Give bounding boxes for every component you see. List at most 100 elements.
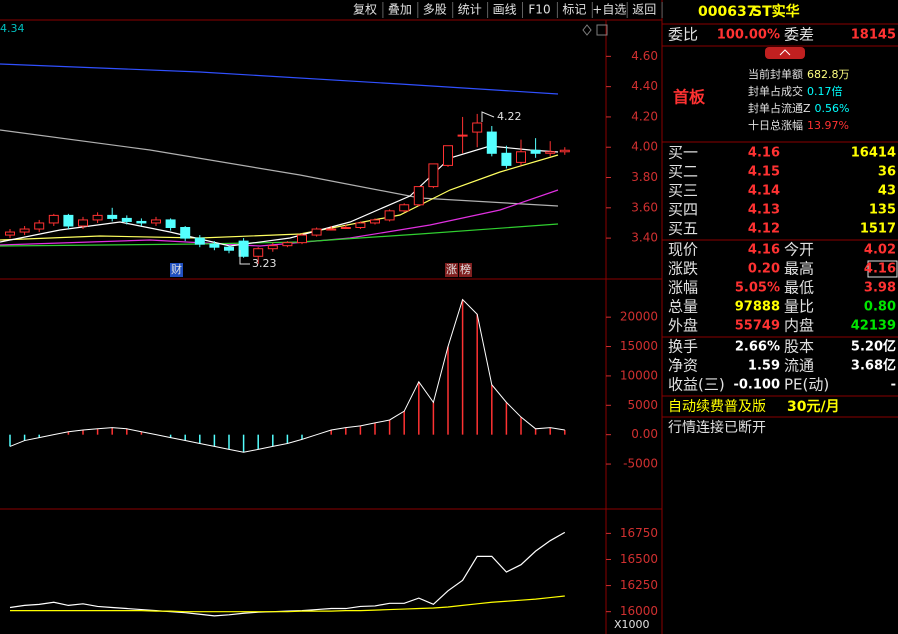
y-tick-label: -5000	[623, 457, 658, 471]
y-tick-label: 4.60	[631, 49, 658, 63]
candle-body	[545, 151, 556, 154]
quote-value: 1.59	[748, 359, 780, 374]
quote-label: 最高	[784, 260, 814, 278]
y-tick-label: 15000	[620, 339, 658, 353]
toolbar-button[interactable]: 统计	[458, 3, 482, 17]
toolbar-button[interactable]: 标记	[562, 3, 586, 17]
y-tick-label: 16500	[620, 552, 658, 566]
toolbar-button[interactable]: 复权	[353, 3, 377, 17]
bid-volume: 135	[869, 203, 896, 218]
bid-label: 买五	[668, 220, 698, 238]
bid-label: 买一	[668, 144, 698, 162]
bid-price: 4.13	[748, 203, 780, 218]
quote-value: 55749	[735, 319, 780, 334]
event-marker-bg	[459, 263, 472, 277]
promo-price[interactable]: 30元/月	[787, 399, 840, 415]
board-value: 0.17倍	[807, 84, 843, 98]
y-tick-label: 5000	[627, 398, 658, 412]
bid-price: 4.14	[748, 184, 780, 199]
quote-label: 总量	[668, 298, 698, 316]
candle-body	[151, 219, 161, 224]
bid-volume: 36	[878, 165, 896, 180]
toolbar-button[interactable]: 画线	[493, 3, 517, 17]
quote-value: 97888	[735, 300, 780, 315]
candle-body	[486, 131, 497, 154]
annotation: 4.34	[0, 22, 25, 35]
candle-body	[209, 243, 220, 248]
candle-body	[165, 219, 176, 229]
candle-body	[282, 242, 293, 247]
icons	[582, 24, 608, 36]
quote-value: 5.05%	[735, 281, 780, 296]
event-marker[interactable]: 涨	[446, 263, 457, 276]
quote-label: 外盘	[668, 317, 698, 335]
y-tick-label: 3.60	[631, 200, 658, 214]
event-marker[interactable]: 榜	[460, 262, 471, 276]
label: 委差	[784, 26, 814, 44]
axis-unit: X1000	[614, 618, 650, 631]
candle-body	[501, 152, 512, 166]
quote-value: 3.68亿	[851, 358, 896, 374]
quote-value: 3.98	[864, 281, 896, 296]
line	[10, 595, 565, 613]
board-title: 首板	[673, 88, 706, 107]
bid-label: 买三	[668, 182, 698, 200]
pointer	[481, 111, 495, 122]
bid-label: 买四	[668, 201, 698, 219]
quote-value: -0.100	[733, 378, 780, 393]
quote-label: 现价	[668, 241, 698, 259]
quote-value: 5.20亿	[851, 339, 896, 355]
quote-label: PE(动)	[784, 376, 829, 394]
annotation: 3.23	[252, 257, 277, 270]
quote-label: 最低	[784, 279, 814, 297]
y-tick-label: 3.80	[631, 170, 658, 184]
candle-body	[516, 151, 526, 163]
value: 100.00%	[717, 28, 780, 43]
quote-value: 4.02	[864, 243, 896, 258]
promo-text[interactable]: 自动续费普及版	[668, 398, 766, 415]
board-value: 682.8万	[807, 68, 850, 81]
candle-body	[48, 214, 59, 224]
y-tick-label: 10000	[620, 368, 658, 382]
y-tick-label: 20000	[620, 310, 658, 324]
toolbar-button[interactable]: F10	[528, 3, 550, 17]
quote-label: 收益(三)	[668, 376, 725, 394]
toolbar-button[interactable]: 叠加	[388, 3, 412, 17]
candle-body	[34, 222, 45, 230]
stock-code: 000637	[698, 4, 756, 20]
candle-body	[78, 219, 88, 227]
bid-price: 4.16	[748, 146, 780, 161]
y-tick-label: 4.40	[631, 79, 658, 93]
candle-body	[472, 122, 483, 133]
candle-body	[457, 134, 468, 137]
toolbar-button[interactable]: +自选	[592, 3, 626, 17]
candle-body	[530, 149, 541, 154]
toolbar-button[interactable]: 返回	[632, 3, 656, 17]
candle-body	[355, 222, 366, 229]
board-label: 封单占成交	[748, 84, 803, 98]
candle-body	[121, 217, 132, 222]
y-tick-label: 16750	[620, 526, 658, 540]
quote-label: 量比	[784, 298, 814, 316]
candle-body	[559, 149, 570, 153]
event-marker-bg	[445, 263, 458, 277]
quote-label: 内盘	[784, 317, 814, 335]
annotation: 4.22	[497, 110, 522, 123]
candle-body	[311, 228, 322, 236]
candle-body	[413, 186, 424, 206]
toolbar-button[interactable]: 多股	[423, 3, 447, 17]
board-value: 13.97%	[807, 119, 849, 132]
status: 行情连接已断开	[668, 419, 766, 436]
collapse-button[interactable]	[765, 47, 805, 59]
highlight-box	[867, 260, 898, 278]
bid-volume: 43	[878, 184, 896, 199]
event-marker[interactable]: 财	[171, 262, 182, 276]
bid-volume: 1517	[860, 222, 896, 237]
quote-label: 净资	[668, 357, 698, 375]
y-tick-label: 4.20	[631, 109, 658, 123]
candle-body	[399, 204, 410, 212]
y-tick-label: 0.00	[631, 427, 658, 441]
